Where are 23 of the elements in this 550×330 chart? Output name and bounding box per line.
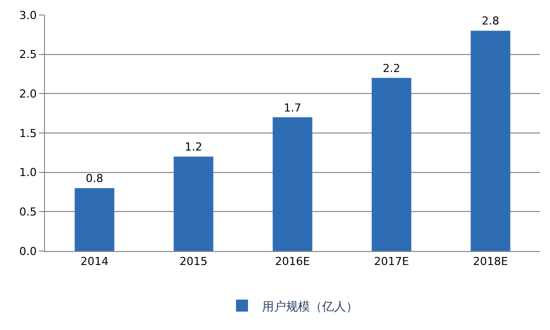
x-tick-label: 2014 xyxy=(80,255,108,268)
data-label: 2.8 xyxy=(482,14,500,28)
x-tick-label: 2016E xyxy=(275,255,310,268)
y-tick-label: 3.0 xyxy=(19,8,37,22)
bar xyxy=(372,78,412,251)
data-label: 1.7 xyxy=(284,101,302,114)
bar xyxy=(470,30,510,251)
y-tick-label: 2.5 xyxy=(19,48,37,62)
bar xyxy=(74,188,114,251)
y-tick-label: 0.0 xyxy=(19,244,37,258)
y-tick-label: 2.0 xyxy=(19,88,37,101)
y-tick-label: 1.5 xyxy=(19,126,37,140)
bar xyxy=(174,156,214,251)
x-tick-label: 2015 xyxy=(180,255,208,268)
bar xyxy=(272,117,312,251)
data-label: 0.8 xyxy=(86,172,104,186)
y-tick-label: 0.5 xyxy=(19,206,37,219)
data-label: 1.2 xyxy=(184,140,202,154)
x-tick-label: 2017E xyxy=(374,255,410,268)
y-tick-label: 1.0 xyxy=(19,166,37,180)
data-label: 2.2 xyxy=(382,62,400,75)
legend-label: 用户规模（亿人） xyxy=(262,299,358,314)
x-tick-label: 2018E xyxy=(473,255,508,268)
